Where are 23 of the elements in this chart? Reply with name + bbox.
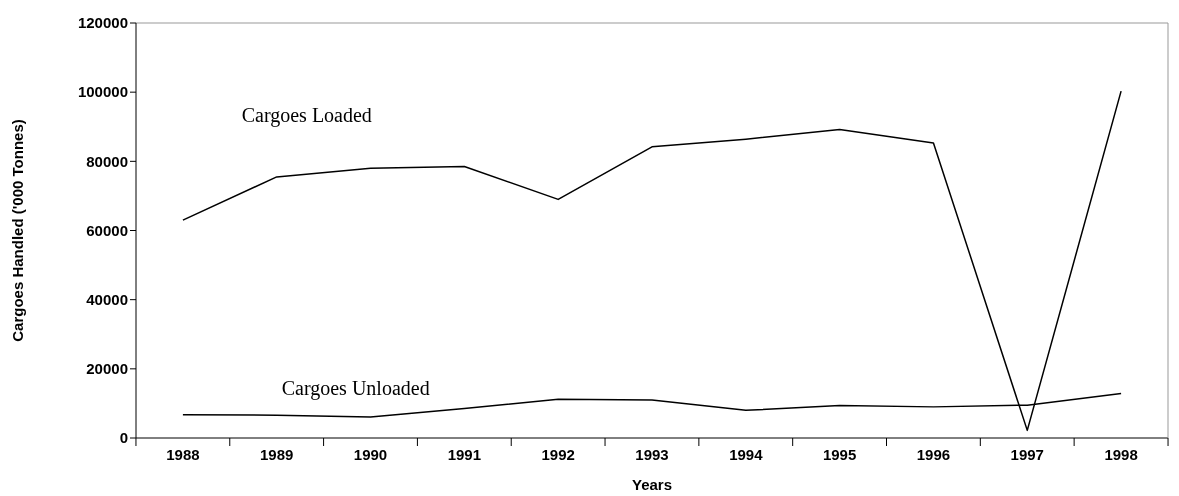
x-tick-label: 1995 [822, 446, 857, 463]
x-tick-label: 1996 [916, 446, 951, 463]
y-tick-label: 40000 [86, 290, 128, 308]
y-axis-title: Cargoes Handled ('000 Tonnes) [9, 119, 27, 342]
x-tick-label: 1990 [353, 446, 388, 463]
x-axis-title: Years [631, 476, 673, 493]
line-series [182, 90, 1122, 432]
y-tick-label: 100000 [77, 83, 128, 101]
y-tick-label: 80000 [86, 152, 128, 170]
y-tick-label: 120000 [77, 14, 128, 32]
x-tick-label: 1994 [729, 446, 764, 463]
x-tick-label: 1997 [1010, 446, 1044, 463]
text: Cargoes Loaded [241, 103, 372, 127]
x-tick-label: 1989 [260, 446, 294, 463]
x-tick-label: 1988 [166, 446, 200, 463]
x-tick-label: 1992 [541, 446, 575, 463]
series-label: Cargoes Unloaded [281, 377, 430, 401]
y-tick-label: 0 [119, 429, 128, 447]
x-tick-label: 1991 [447, 446, 482, 463]
y-tick-label: 20000 [86, 360, 128, 378]
x-tick-label: 1998 [1104, 446, 1138, 463]
x-tick-label: 1993 [635, 446, 669, 463]
y-tick-label: 60000 [86, 221, 128, 239]
